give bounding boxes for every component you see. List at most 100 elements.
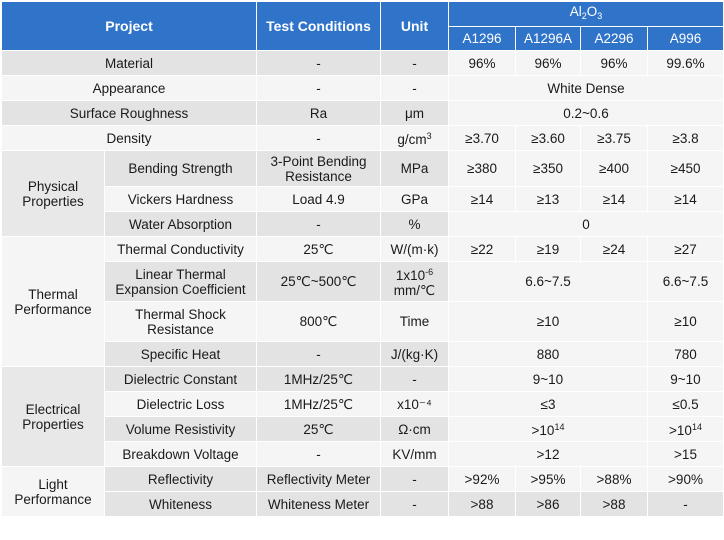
unit-cell: KV/mm xyxy=(380,441,449,467)
value-cell: 0.2~0.6 xyxy=(448,100,724,126)
test-condition: 25℃ xyxy=(256,416,381,442)
table-row: Vickers Hardness Load 4.9 GPa ≥14 ≥13 ≥1… xyxy=(2,186,724,212)
table-row: Whiteness Whiteness Meter - >88 >86 >88 … xyxy=(2,491,724,517)
row-label: Vickers Hardness xyxy=(104,186,257,212)
value-cell: ≥400 xyxy=(580,150,648,187)
header-material-formula: Al2O3 xyxy=(448,1,724,27)
table-row: Material - - 96% 96% 96% 99.6% xyxy=(1,50,724,76)
value-cell: 9~10 xyxy=(448,366,648,392)
unit-cell: Ω·cm xyxy=(380,416,449,442)
table-row: Surface Roughness Ra μm 0.2~0.6 xyxy=(1,100,724,126)
value-cell: ≥380 xyxy=(448,150,516,187)
value-cell: >90% xyxy=(647,466,724,492)
table-row: Linear Thermal Expansion Coefficient 25℃… xyxy=(2,261,724,302)
row-label: Material xyxy=(1,50,257,76)
value-cell: >15 xyxy=(647,441,724,467)
value-cell: >1014 xyxy=(647,416,724,442)
row-label: Thermal Shock Resistance xyxy=(104,301,257,342)
value-cell: ≥14 xyxy=(647,186,724,212)
value-cell: ≥14 xyxy=(580,186,648,212)
group-label-electrical: Electrical Properties xyxy=(1,366,105,467)
value-cell: 9~10 xyxy=(647,366,724,392)
value-cell: 96% xyxy=(448,50,516,76)
value-cell: 880 xyxy=(448,341,648,367)
test-condition: 25℃~500℃ xyxy=(256,261,381,302)
value-cell: >92% xyxy=(448,466,516,492)
unit-cell: - xyxy=(380,466,449,492)
unit-cell: MPa xyxy=(380,150,449,187)
unit-cell: μm xyxy=(380,100,449,126)
header-grade: A1296A xyxy=(515,26,581,51)
table-row: Volume Resistivity 25℃ Ω·cm >1014 >1014 xyxy=(2,416,724,442)
test-condition: 25℃ xyxy=(256,236,381,262)
test-condition: Ra xyxy=(256,100,381,126)
test-condition: - xyxy=(256,211,381,237)
value-cell: 6.6~7.5 xyxy=(647,261,724,302)
group-label-light: Light Performance xyxy=(1,466,105,517)
unit-cell: g/cm3 xyxy=(380,125,449,151)
value-cell: White Dense xyxy=(448,75,724,101)
value-cell: >88 xyxy=(580,491,648,517)
table-row: Specific Heat - J/(kg·K) 880 780 xyxy=(2,341,724,367)
value-cell: ≥3.8 xyxy=(647,125,724,151)
value-cell: 780 xyxy=(647,341,724,367)
header-grade: A1296 xyxy=(448,26,516,51)
row-label: Density xyxy=(1,125,257,151)
unit-cell: GPa xyxy=(380,186,449,212)
value-cell: ≥27 xyxy=(647,236,724,262)
unit-cell: - xyxy=(380,491,449,517)
value-cell: ≥24 xyxy=(580,236,648,262)
value-cell: ≥3.75 xyxy=(580,125,648,151)
unit-cell: Time xyxy=(380,301,449,342)
test-condition: - xyxy=(256,341,381,367)
test-condition: Whiteness Meter xyxy=(256,491,381,517)
alumina-properties-table: Project Test Conditions Unit Al2O3 A1296… xyxy=(1,1,724,517)
value-cell: ≥10 xyxy=(647,301,724,342)
value-cell: ≥19 xyxy=(515,236,581,262)
table-row: Physical Properties Bending Strength 3-P… xyxy=(1,150,724,237)
row-label: Dielectric Constant xyxy=(104,366,257,392)
value-cell: ≥350 xyxy=(515,150,581,187)
value-cell: ≥10 xyxy=(448,301,648,342)
table-row: Water Absorption - % 0 xyxy=(2,211,724,237)
test-condition: - xyxy=(256,50,381,76)
unit-cell: J/(kg·K) xyxy=(380,341,449,367)
row-label: Water Absorption xyxy=(104,211,257,237)
test-condition: 800℃ xyxy=(256,301,381,342)
header-grade: A996 xyxy=(647,26,724,51)
unit-cell: - xyxy=(380,50,449,76)
test-condition: - xyxy=(256,125,381,151)
value-cell: 99.6% xyxy=(647,50,724,76)
table-row: Dielectric Loss 1MHz/25℃ x10⁻⁴ ≤3 ≤0.5 xyxy=(2,391,724,417)
test-condition: Reflectivity Meter xyxy=(256,466,381,492)
value-cell: >95% xyxy=(515,466,581,492)
group-label-thermal: Thermal Performance xyxy=(1,236,105,367)
value-cell: >88% xyxy=(580,466,648,492)
row-label: Dielectric Loss xyxy=(104,391,257,417)
test-condition: 1MHz/25℃ xyxy=(256,366,381,392)
value-cell: >88 xyxy=(448,491,516,517)
unit-cell: 1x10-6 mm/℃ xyxy=(380,261,449,302)
row-label: Thermal Conductivity xyxy=(104,236,257,262)
table-row: Breakdown Voltage - KV/mm >12 >15 xyxy=(2,441,724,467)
test-condition: - xyxy=(256,441,381,467)
row-label: Reflectivity xyxy=(104,466,257,492)
row-label: Appearance xyxy=(1,75,257,101)
unit-cell: - xyxy=(380,75,449,101)
row-label: Volume Resistivity xyxy=(104,416,257,442)
value-cell: ≥3.70 xyxy=(448,125,516,151)
table-row: Electrical Properties Dielectric Constan… xyxy=(1,366,724,467)
value-cell: 96% xyxy=(515,50,581,76)
row-label: Surface Roughness xyxy=(1,100,257,126)
value-cell: ≤0.5 xyxy=(647,391,724,417)
row-label: Linear Thermal Expansion Coefficient xyxy=(104,261,257,302)
value-cell: ≥3.60 xyxy=(515,125,581,151)
table-row: Thermal Shock Resistance 800℃ Time ≥10 ≥… xyxy=(2,301,724,342)
header-test-conditions: Test Conditions xyxy=(256,1,381,51)
row-label: Specific Heat xyxy=(104,341,257,367)
value-cell: 96% xyxy=(580,50,648,76)
value-cell: - xyxy=(647,491,724,517)
row-label: Breakdown Voltage xyxy=(104,441,257,467)
row-label: Bending Strength xyxy=(104,150,257,187)
header-grades-row: A1296 A1296A A2296 A996 xyxy=(2,26,724,51)
